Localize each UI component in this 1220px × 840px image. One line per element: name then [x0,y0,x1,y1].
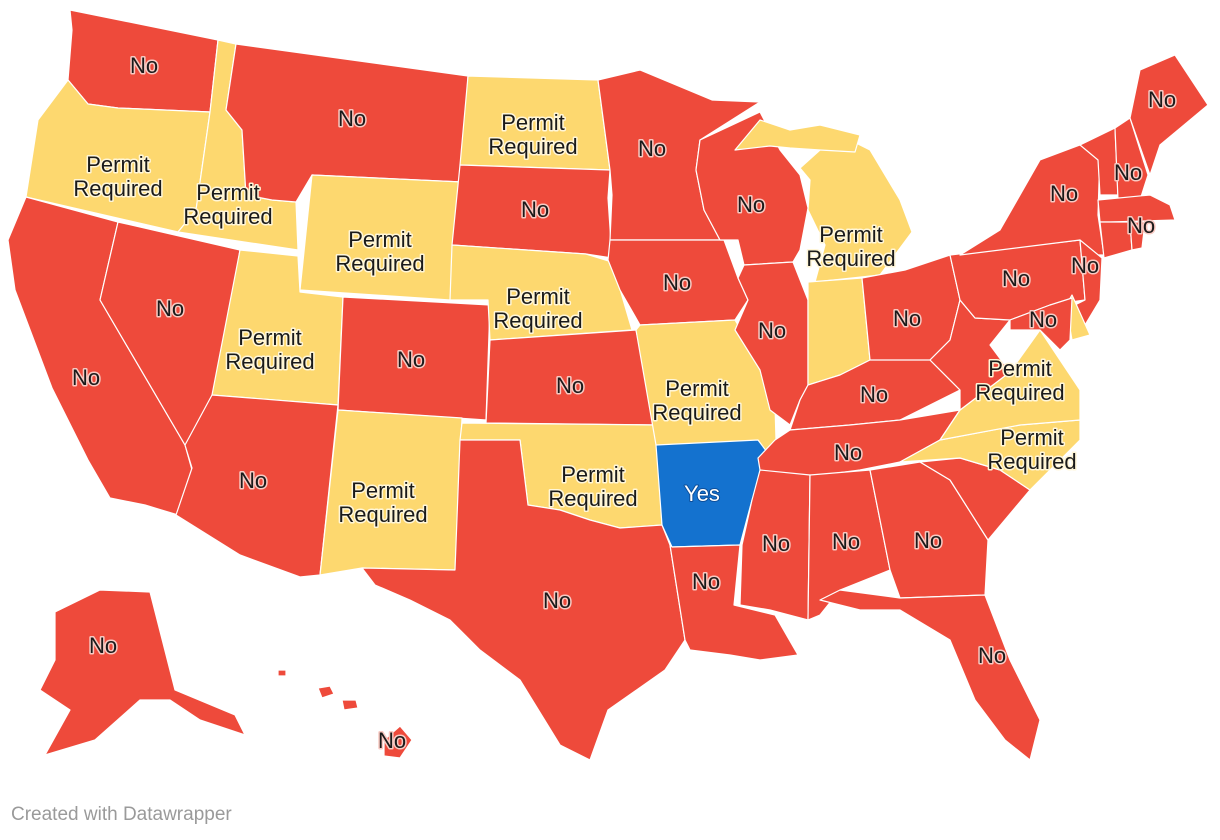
state-label-nj: No [1071,253,1099,278]
state-label-al: No [832,529,860,554]
state-label-md: No [1029,307,1057,332]
state-label-ma: No [1127,213,1155,238]
state-ny[interactable] [959,144,1105,256]
state-label-mt: No [338,106,366,131]
state-md[interactable] [1009,297,1073,351]
state-wv[interactable] [929,299,1011,411]
state-vt[interactable] [1079,127,1119,196]
state-label-il: No [758,318,786,343]
state-label-ar: Yes [684,481,720,506]
state-hi[interactable] [277,669,287,677]
state-label-ks: No [556,373,584,398]
states-layer [7,9,1209,761]
state-label-nd: Permit Required [488,110,577,159]
state-la[interactable] [669,544,799,661]
state-ky[interactable] [789,359,961,431]
state-mi[interactable] [734,119,861,153]
state-label-me: No [1148,87,1176,112]
state-label-ne: Permit Required [493,284,582,333]
state-label-oh: No [893,306,921,331]
state-label-ny: No [1050,181,1078,206]
state-label-la: No [692,569,720,594]
state-label-sd: No [521,197,549,222]
datawrapper-credit[interactable]: Created with Datawrapper [11,804,232,825]
state-label-wi: No [737,192,765,217]
state-label-ms: No [762,531,790,556]
state-label-hi: No [378,728,406,753]
state-hi[interactable] [383,725,413,759]
state-hi[interactable] [317,685,335,699]
state-ar[interactable] [655,439,771,548]
state-fl[interactable] [819,589,1041,761]
state-label-nm: Permit Required [338,478,427,527]
state-label-fl: No [978,643,1006,668]
state-tx[interactable] [361,439,686,761]
state-label-pa: No [1002,266,1030,291]
state-label-az: No [239,468,267,493]
state-ri[interactable] [1129,221,1146,251]
state-label-tn: No [834,440,862,465]
state-ak[interactable] [39,589,246,756]
state-label-mn: No [638,136,666,161]
state-hi[interactable] [341,699,359,711]
state-label-mo: Permit Required [652,376,741,425]
state-label-va: Permit Required [975,356,1064,405]
state-label-nh: No [1114,160,1142,185]
state-label-ky: No [860,382,888,407]
state-label-id: Permit Required [183,180,272,229]
state-nh[interactable] [1114,117,1149,201]
state-label-nc: Permit Required [987,425,1076,474]
state-label-tx: No [543,588,571,613]
state-label-ga: No [914,528,942,553]
state-label-nv: No [156,296,184,321]
state-label-ut: Permit Required [225,325,314,374]
state-label-or: Permit Required [73,152,162,201]
state-label-ok: Permit Required [548,462,637,511]
state-label-wa: No [130,53,158,78]
state-me[interactable] [1129,54,1209,176]
state-label-wy: Permit Required [335,227,424,276]
state-label-mi: Permit Required [806,222,895,271]
state-label-co: No [397,347,425,372]
state-label-ia: No [663,270,691,295]
state-label-ak: No [89,633,117,658]
labels-layer: No Permit Required No Permit Required No No Perm… [70,52,1177,755]
state-label-ca: No [72,365,100,390]
state-il[interactable] [734,261,809,426]
